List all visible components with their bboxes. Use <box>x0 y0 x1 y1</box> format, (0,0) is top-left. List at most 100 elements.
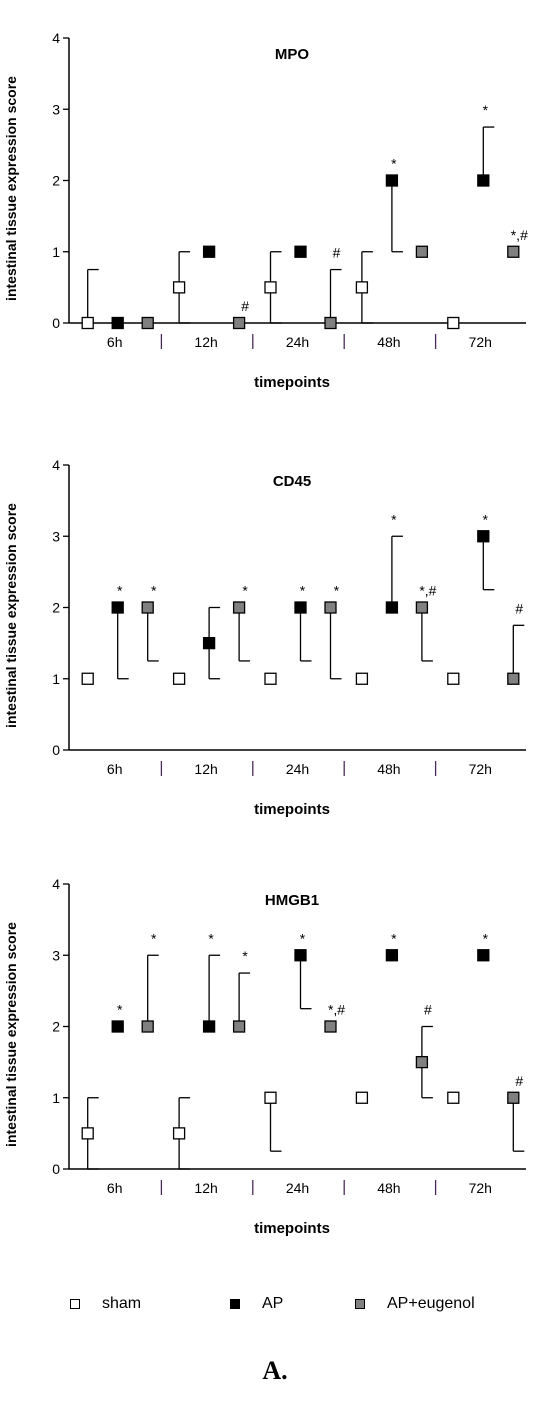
data-point-ap-eugenol <box>415 601 429 614</box>
data-point-ap-eugenol <box>507 1091 520 1104</box>
significance-label: # <box>424 1002 432 1018</box>
y-tick-label: 4 <box>52 457 60 473</box>
data-point-ap-eugenol <box>415 1055 429 1069</box>
data-point-sham <box>81 672 94 685</box>
data-point-ap <box>294 245 307 258</box>
x-tick-label: 12h <box>194 761 217 777</box>
significance-label: * <box>483 511 489 527</box>
data-point-ap <box>202 245 216 258</box>
data-point-sham <box>355 281 369 294</box>
data-point-ap-eugenol <box>141 1020 154 1033</box>
data-point-ap <box>385 174 399 187</box>
data-point-ap-eugenol <box>232 601 246 614</box>
data-point-sham <box>172 281 186 294</box>
x-tick-label: 6h <box>107 334 123 350</box>
data-point-ap <box>385 601 399 614</box>
significance-label: # <box>333 245 341 261</box>
significance-label: # <box>241 298 249 314</box>
y-tick-label: 1 <box>52 244 60 260</box>
legend-swatch-sham <box>70 1299 80 1309</box>
data-point-ap-eugenol <box>324 316 337 330</box>
significance-label: * <box>151 930 157 946</box>
significance-label: # <box>515 600 523 616</box>
data-point-ap-eugenol <box>141 316 154 330</box>
significance-label: * <box>334 583 340 599</box>
significance-label: * <box>117 583 123 599</box>
data-point-ap-eugenol <box>324 1020 337 1033</box>
data-point-ap <box>385 949 399 962</box>
y-tick-label: 0 <box>52 1161 60 1177</box>
data-point-ap <box>202 636 216 650</box>
chart-panel-3: 0 1 2 3 4 6h 12h 24h 48h 72h HMGB1 timepoints intest… <box>3 876 526 1237</box>
data-point-sham <box>355 672 369 685</box>
significance-label: *,# <box>511 227 528 243</box>
significance-label: * <box>117 1002 123 1018</box>
y-tick-label: 4 <box>52 30 60 46</box>
data-point-sham <box>81 1127 94 1140</box>
significance-label: * <box>391 930 397 946</box>
y-tick-label: 1 <box>52 1090 60 1106</box>
x-tick-label: 12h <box>194 334 217 350</box>
data-point-ap <box>294 949 307 962</box>
y-tick-label: 1 <box>52 671 60 687</box>
legend-swatch-ap <box>230 1299 240 1309</box>
legend-label-ap-eugenol: AP+eugenol <box>387 1295 475 1312</box>
legend-item-ap: AP <box>230 1295 283 1313</box>
data-point-ap <box>477 949 490 962</box>
y-tick-label: 0 <box>52 742 60 758</box>
significance-label: * <box>151 583 157 599</box>
chart-panel-1: 0 1 2 3 4 6h 12h 24h 48h 72h MPO timepoints intestin… <box>3 30 528 391</box>
significance-label: *,# <box>419 583 436 599</box>
y-tick-label: 2 <box>52 173 60 189</box>
significance-label: * <box>300 930 306 946</box>
significance-label: * <box>300 583 306 599</box>
y-tick-label: 0 <box>52 315 60 331</box>
data-point-ap <box>477 174 490 187</box>
x-axis-title: timepoints <box>254 374 330 391</box>
data-point-sham <box>81 316 94 330</box>
data-point-ap <box>111 601 124 614</box>
data-point-sham <box>172 1127 186 1140</box>
data-point-ap <box>294 601 307 614</box>
chart-panel-2: 0 1 2 3 4 6h 12h 24h 48h 72h CD45 timepoints intesti… <box>3 457 526 818</box>
significance-label: * <box>391 511 397 527</box>
significance-label: * <box>391 156 397 172</box>
data-point-sham <box>264 672 277 685</box>
y-tick-label: 3 <box>52 528 60 544</box>
data-point-ap-eugenol <box>232 1020 246 1033</box>
x-tick-label: 72h <box>469 761 492 777</box>
x-tick-label: 72h <box>469 1180 492 1196</box>
x-tick-label: 6h <box>107 761 123 777</box>
chart-title: MPO <box>275 46 310 63</box>
data-point-sham <box>264 281 277 294</box>
data-point-ap-eugenol <box>507 245 520 258</box>
data-point-ap <box>111 316 124 330</box>
x-tick-label: 48h <box>377 1180 400 1196</box>
data-point-ap-eugenol <box>415 245 429 258</box>
data-point-sham <box>447 672 460 685</box>
data-point-ap <box>477 530 490 543</box>
legend-label-ap: AP <box>262 1295 284 1312</box>
data-point-ap <box>111 1020 124 1033</box>
legend-label-sham: sham <box>102 1295 142 1312</box>
significance-label: * <box>242 948 248 964</box>
panel-label: A. <box>262 1356 288 1385</box>
x-tick-label: 24h <box>286 334 309 350</box>
data-point-ap <box>202 1020 216 1033</box>
data-point-ap-eugenol <box>232 316 246 330</box>
y-tick-label: 2 <box>52 600 60 616</box>
data-point-sham <box>355 1091 369 1104</box>
y-axis-title: intestinal tissue expression score <box>3 76 19 301</box>
significance-label: * <box>483 102 489 118</box>
legend-swatch-ap-eugenol <box>355 1299 365 1309</box>
data-point-sham <box>447 316 460 330</box>
chart-title: CD45 <box>273 473 311 490</box>
y-tick-label: 2 <box>52 1019 60 1035</box>
data-point-sham <box>264 1091 277 1104</box>
x-tick-label: 12h <box>194 1180 217 1196</box>
x-tick-label: 48h <box>377 761 400 777</box>
significance-label: * <box>208 930 214 946</box>
significance-label: # <box>515 1073 523 1089</box>
y-axis-title: intestinal tissue expression score <box>3 503 19 728</box>
